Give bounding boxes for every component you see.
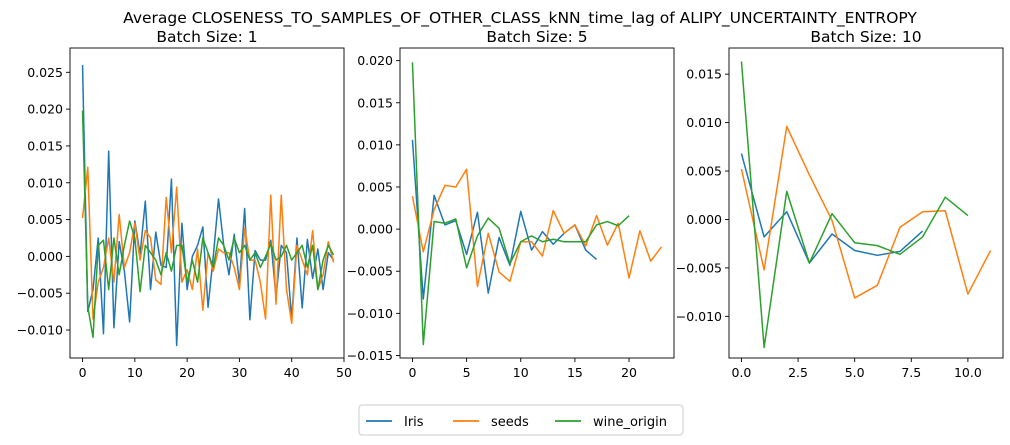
y-tick-label: 0.000 [27,249,63,264]
x-tick-label: 10 [127,365,143,380]
y-tick-label: 0.020 [27,102,63,117]
y-tick-label: −0.015 [347,348,393,363]
axes-frame [399,47,675,359]
series-group [81,64,335,347]
subplot-2: Batch Size: 5 0 5 10 15 20 −0.015 −0.010 −0.005 0… [347,28,675,380]
axes-frame [69,47,345,359]
y-tick-label: 0.005 [357,179,393,194]
x-tick-label: 0.0 [732,365,752,380]
y-tick-label: 0.000 [686,212,722,227]
subplot-title: Batch Size: 5 [486,28,587,46]
legend: Iris seeds wine_origin [358,404,684,436]
series-line-seeds [740,125,992,299]
series-line-wine-origin [411,62,630,346]
series-group [411,62,663,346]
x-tick-label: 30 [231,365,247,380]
y-tick-label: 0.000 [357,222,393,237]
subplot-3: Batch Size: 10 0.0 2.5 5.0 7.5 10.0 −0.010 −0.0… [676,28,1004,380]
series-line-seeds [411,168,663,288]
legend-label-iris: Iris [404,415,424,430]
series-line-wine-origin [740,61,969,349]
x-tick-label: 10 [513,365,529,380]
x-tick-label: 7.5 [901,365,921,380]
y-tick-label: 0.025 [27,65,63,80]
series-line-iris [81,64,335,347]
y-tick-label: −0.005 [676,260,722,275]
subplot-title: Batch Size: 1 [156,28,257,46]
subplot-title: Batch Size: 10 [810,28,921,46]
x-tick-label: 15 [567,365,583,380]
y-tick-label: −0.005 [17,286,63,301]
series-line-iris [411,139,598,300]
y-tick-label: 0.010 [686,115,722,130]
x-tick-label: 10.0 [954,365,982,380]
axes-frame [728,47,1004,359]
x-tick-label: 5 [463,365,471,380]
x-tick-label: 20 [179,365,195,380]
x-tick-label: 0 [79,365,87,380]
series-line-wine-origin [81,110,335,339]
y-tick-label: 0.015 [686,67,722,82]
series-group [740,61,992,349]
y-tick-label: 0.010 [357,137,393,152]
x-tick-label: 5.0 [845,365,865,380]
x-tick-label: 40 [284,365,300,380]
subplot-1: Batch Size: 1 0 10 20 30 40 50 −0.010 −0.005 0.00… [17,28,352,380]
legend-label-wine-origin: wine_origin [593,415,667,430]
figure-suptitle: Average CLOSENESS_TO_SAMPLES_OF_OTHER_CL… [123,9,917,28]
y-tick-label: 0.015 [357,95,393,110]
x-tick-label: 2.5 [788,365,808,380]
y-tick-label: 0.005 [686,164,722,179]
y-tick-label: 0.005 [27,212,63,227]
y-tick-label: −0.010 [347,306,393,321]
y-tick-label: 0.015 [27,138,63,153]
y-tick-label: 0.010 [27,175,63,190]
y-tick-label: −0.010 [17,323,63,338]
x-tick-label: 50 [336,365,352,380]
legend-frame [358,404,684,436]
y-tick-label: −0.010 [676,309,722,324]
series-line-iris [740,153,924,264]
x-tick-label: 20 [621,365,637,380]
y-tick-label: −0.005 [347,264,393,279]
y-tick-label: 0.020 [357,53,393,68]
legend-label-seeds: seeds [491,415,529,430]
x-tick-label: 0 [408,365,416,380]
